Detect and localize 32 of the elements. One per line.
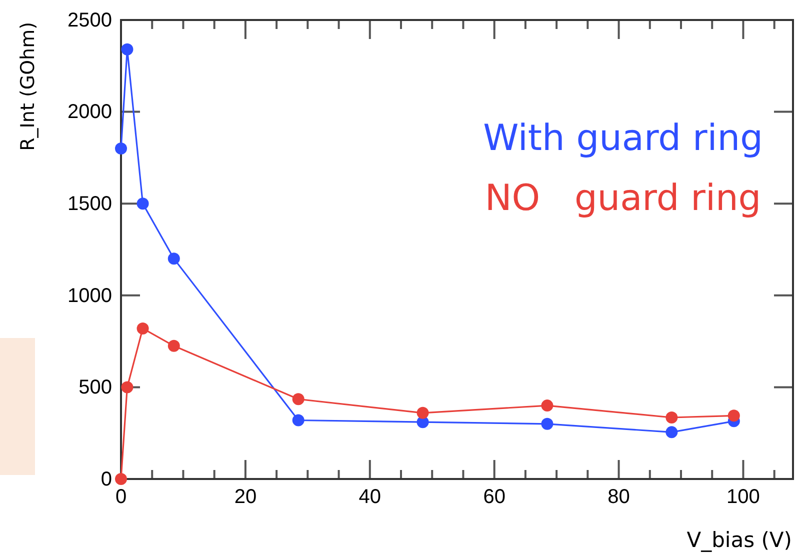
x-tick-label: 0 xyxy=(115,486,127,508)
point xyxy=(115,142,127,155)
point xyxy=(121,381,134,394)
point xyxy=(168,252,180,265)
point xyxy=(292,414,304,426)
point xyxy=(121,43,134,56)
point xyxy=(666,411,678,424)
x-tick-label: 100 xyxy=(726,486,760,508)
x-tick-label: 20 xyxy=(234,486,257,508)
point xyxy=(292,393,304,406)
y-tick-label: 0 xyxy=(100,468,112,490)
point xyxy=(136,198,149,210)
y-tick-label: 2000 xyxy=(68,101,112,124)
point xyxy=(728,410,740,422)
y-tick-label: 1500 xyxy=(68,193,112,215)
point xyxy=(136,322,149,334)
text: With guard ring xyxy=(483,118,763,159)
x-axis-title: V_bias (V) xyxy=(686,528,792,552)
y-tick-label: 1000 xyxy=(68,284,112,307)
text: NO guard ring xyxy=(484,178,762,219)
point xyxy=(541,400,554,412)
y-tick-label: 500 xyxy=(78,376,112,399)
point xyxy=(541,418,554,430)
x-tick-label: 60 xyxy=(483,486,506,508)
x-tick-label: 80 xyxy=(608,486,630,508)
point xyxy=(115,473,127,485)
point xyxy=(666,426,678,438)
x-tick-label: 40 xyxy=(358,486,382,508)
point xyxy=(416,406,429,419)
y-tick-label: 2500 xyxy=(68,9,112,32)
y-axis-title: R_Int (GOhm) xyxy=(17,22,39,151)
point xyxy=(168,340,180,352)
